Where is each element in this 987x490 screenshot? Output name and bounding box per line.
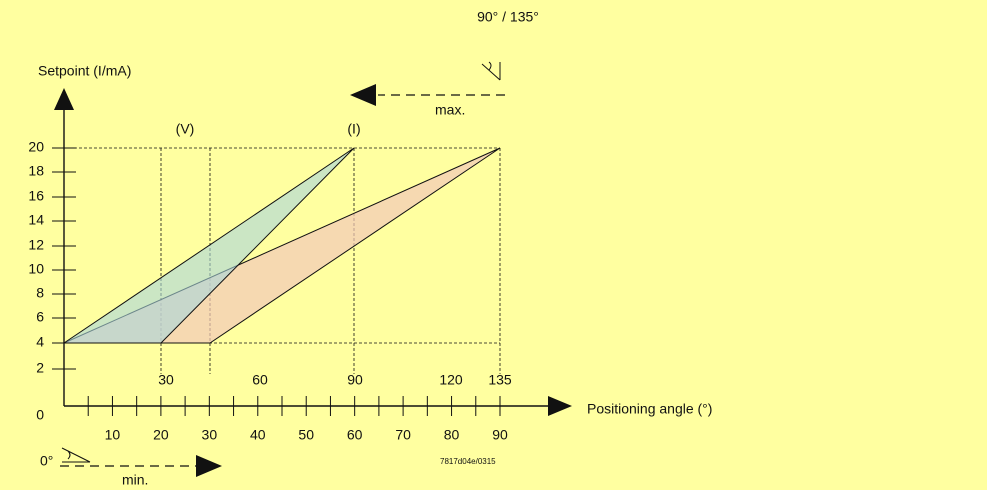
y-axis-title: Setpoint (I/mA)	[38, 63, 131, 79]
x-tick-label-upper: 135	[488, 372, 512, 388]
x-tick-label: 70	[395, 427, 411, 443]
x-arrow	[548, 396, 572, 416]
y-tick-label: 10	[28, 261, 44, 277]
y-arrow	[54, 88, 74, 110]
min-label: min.	[122, 472, 148, 488]
min-arrowhead	[196, 455, 222, 477]
x-tick-label: 30	[202, 427, 218, 443]
x-tick-label: 10	[105, 427, 121, 443]
y-tick-label: 4	[36, 334, 44, 350]
max-arrowhead	[350, 84, 376, 106]
max-angle: 90° / 135°	[477, 9, 539, 25]
x-tick-label: 90	[492, 427, 508, 443]
x-tick-label: 50	[298, 427, 314, 443]
x-tick-label: 20	[153, 427, 169, 443]
y-tick-label: 20	[28, 139, 44, 155]
y-tick-label: 18	[28, 163, 44, 179]
x-tick-label: 60	[347, 427, 363, 443]
y-tick-label: 12	[28, 237, 44, 253]
x-tick-label-upper: 30	[158, 372, 174, 388]
min-angle: 0°	[40, 453, 53, 469]
x-tick-label-upper: 90	[347, 372, 363, 388]
y-tick-label: 2	[36, 360, 44, 376]
x-tick-label: 80	[444, 427, 460, 443]
x-tick-label: 40	[250, 427, 266, 443]
label-i: (I)	[347, 121, 360, 137]
y-tick-label: 0	[36, 407, 44, 423]
angle-icon	[61, 447, 91, 463]
range-area-90	[62, 147, 355, 344]
y-tick-label: 8	[36, 285, 44, 301]
label-v: (V)	[176, 121, 195, 137]
angle-icon	[481, 61, 501, 81]
y-tick-label: 16	[28, 188, 44, 204]
max-label: max.	[435, 102, 465, 118]
y-tick-label: 14	[28, 212, 44, 228]
x-tick-label-upper: 120	[439, 372, 463, 388]
drawing-code: 7817d04e/0315	[440, 457, 496, 466]
x-axis-title: Positioning angle (°)	[587, 401, 712, 417]
y-tick-label: 6	[36, 309, 44, 325]
x-tick-label-upper: 60	[252, 372, 268, 388]
